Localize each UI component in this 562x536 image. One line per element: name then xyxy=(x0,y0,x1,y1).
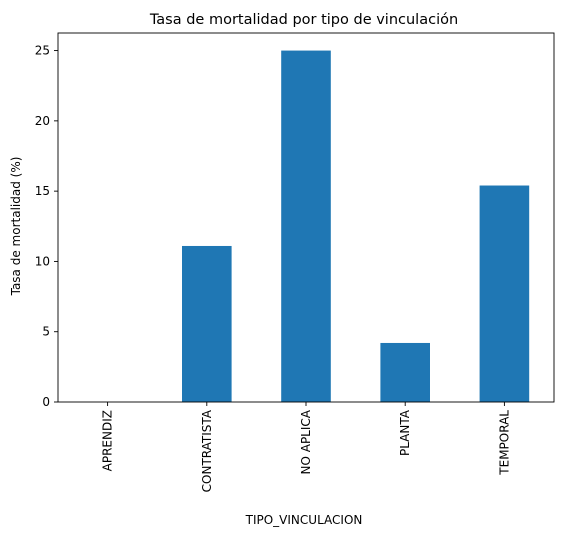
y-tick-label: 5 xyxy=(42,325,50,339)
bar xyxy=(479,185,530,402)
y-tick-label: 20 xyxy=(35,114,50,128)
bar xyxy=(281,50,331,402)
y-tick-label: 15 xyxy=(35,184,50,198)
y-tick-label: 10 xyxy=(35,254,50,268)
y-tick-label: 25 xyxy=(35,44,50,58)
x-tick-label: APRENDIZ xyxy=(101,410,115,471)
y-tick-label: 0 xyxy=(42,395,50,409)
y-axis-label: Tasa de mortalidad (%) xyxy=(9,157,23,297)
chart-title: Tasa de mortalidad por tipo de vinculaci… xyxy=(149,12,458,28)
x-axis-label: TIPO_VINCULACION xyxy=(245,513,363,527)
bar xyxy=(380,342,430,402)
x-tick-label: PLANTA xyxy=(398,409,412,456)
bar xyxy=(182,245,232,402)
x-tick-label: CONTRATISTA xyxy=(200,409,214,492)
x-tick-label: TEMPORAL xyxy=(497,410,511,476)
x-tick-label: NO APLICA xyxy=(299,409,313,474)
plot-area: 0 5 10 15 20 25 APRENDIZ CONTRATISTA NO APLICA PL… xyxy=(35,32,555,492)
